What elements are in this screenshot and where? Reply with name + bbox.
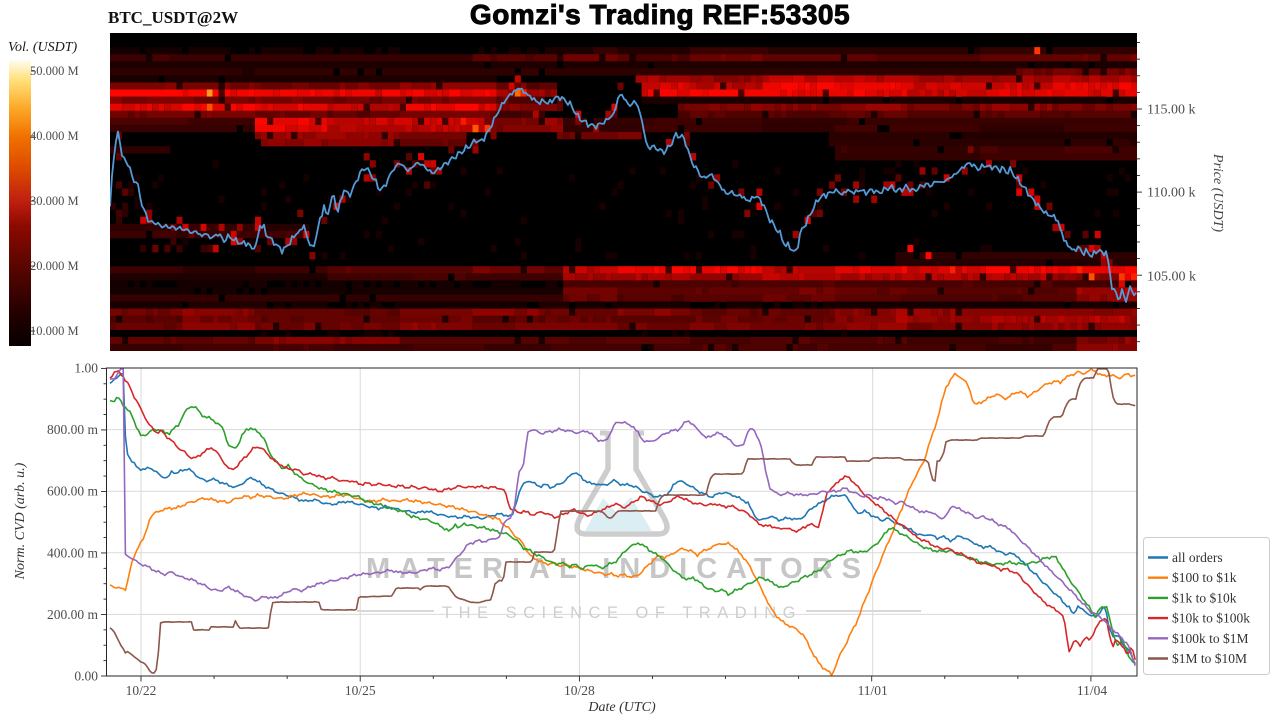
svg-text:0.00: 0.00 xyxy=(74,669,98,684)
svg-text:THE SCIENCE OF TRADING: THE SCIENCE OF TRADING xyxy=(442,604,802,622)
svg-text:11/01: 11/01 xyxy=(858,683,888,698)
svg-text:Date (UTC): Date (UTC) xyxy=(587,700,656,715)
svg-text:115.00 k: 115.00 k xyxy=(1147,103,1195,118)
svg-text:all orders: all orders xyxy=(1172,550,1223,565)
svg-text:Vol. (USDT): Vol. (USDT) xyxy=(8,40,78,55)
svg-text:$100 to $1k: $100 to $1k xyxy=(1172,570,1237,585)
svg-text:600.00 m: 600.00 m xyxy=(47,484,99,499)
svg-text:Gomzi's Trading REF:53305: Gomzi's Trading REF:53305 xyxy=(470,0,850,30)
svg-text:MATERIAL INDICATORS: MATERIAL INDICATORS xyxy=(366,553,870,585)
svg-text:110.00 k: 110.00 k xyxy=(1147,186,1195,201)
svg-text:800.00 m: 800.00 m xyxy=(47,422,99,437)
svg-text:40.000 M: 40.000 M xyxy=(30,129,79,143)
svg-text:50.000 M: 50.000 M xyxy=(30,64,79,78)
svg-text:$1M to $10M: $1M to $10M xyxy=(1172,651,1247,666)
svg-text:$100k to $1M: $100k to $1M xyxy=(1172,631,1249,646)
svg-text:1.00: 1.00 xyxy=(74,361,98,376)
svg-text:10/22: 10/22 xyxy=(126,683,157,698)
svg-text:30.000 M: 30.000 M xyxy=(30,194,79,208)
svg-text:200.00 m: 200.00 m xyxy=(47,607,99,622)
svg-text:400.00 m: 400.00 m xyxy=(47,545,99,560)
svg-text:10.000 M: 10.000 M xyxy=(30,324,79,338)
svg-text:BTC_USDT@2W: BTC_USDT@2W xyxy=(108,8,238,27)
svg-text:$10k to $100k: $10k to $100k xyxy=(1172,611,1250,626)
svg-text:10/25: 10/25 xyxy=(345,683,376,698)
svg-text:11/04: 11/04 xyxy=(1077,683,1107,698)
svg-text:Norm. CVD (arb. u.): Norm. CVD (arb. u.) xyxy=(13,462,28,580)
svg-text:20.000 M: 20.000 M xyxy=(30,259,79,273)
svg-text:10/28: 10/28 xyxy=(564,683,595,698)
svg-text:$1k to $10k: $1k to $10k xyxy=(1172,590,1237,605)
svg-text:Price (USDT): Price (USDT) xyxy=(1210,153,1225,232)
svg-text:105.00 k: 105.00 k xyxy=(1147,270,1196,285)
